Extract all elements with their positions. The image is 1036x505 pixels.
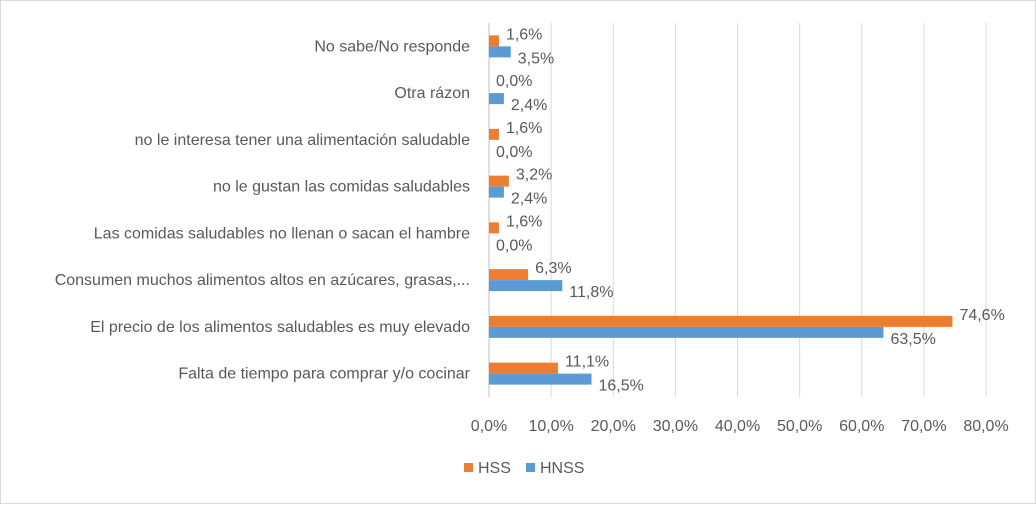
x-tick-label: 10,0% <box>528 418 573 435</box>
data-label-hnss: 0,0% <box>496 144 532 161</box>
data-label-hss: 74,6% <box>959 307 1004 324</box>
bar-hnss <box>489 326 884 338</box>
bar-hss <box>489 269 529 281</box>
data-label-hnss: 16,5% <box>599 378 644 395</box>
category-labels: No sabe/No responde Otra rázon no le inter… <box>55 38 471 382</box>
category-label: Las comidas saludables no llenan o sacan… <box>94 225 470 242</box>
data-label-hnss: 63,5% <box>890 331 935 348</box>
data-label-hss: 11,1% <box>565 354 609 371</box>
bar-hnss <box>489 280 563 292</box>
legend-swatch-hss <box>464 463 473 472</box>
data-label-hnss: 0,0% <box>496 237 532 254</box>
bars <box>489 35 953 385</box>
x-tick-label: 50,0% <box>777 418 822 435</box>
legend-label-hss: HSS <box>478 460 511 477</box>
data-label-hss: 1,6% <box>506 26 542 43</box>
bar-hss <box>489 128 499 140</box>
data-label-hss: 1,6% <box>506 120 542 137</box>
data-label-hnss: 11,8% <box>569 284 613 301</box>
data-label-hss: 6,3% <box>535 260 571 277</box>
x-tick-label: 70,0% <box>901 418 946 435</box>
category-label: No sabe/No responde <box>314 38 470 55</box>
bar-hss <box>489 362 558 374</box>
x-tick-label: 40,0% <box>715 418 760 435</box>
data-label-hnss: 2,4% <box>511 191 547 208</box>
category-label: El precio de los alimentos saludables es… <box>90 319 470 336</box>
bar-hnss <box>489 93 504 105</box>
legend: HSS HNSS <box>464 460 584 477</box>
data-label-hnss: 2,4% <box>511 97 547 114</box>
gridlines <box>488 23 987 397</box>
bar-hnss <box>489 186 504 198</box>
x-tick-label: 60,0% <box>839 418 884 435</box>
category-label: Falta de tiempo para comprar y/o cocinar <box>178 366 470 383</box>
bar-hss <box>489 35 499 47</box>
bar-hss <box>489 222 499 234</box>
bar-hss <box>489 175 509 187</box>
category-label: Consumen muchos alimentos altos en azúca… <box>55 272 470 289</box>
x-tick-label: 0,0% <box>471 418 507 435</box>
data-label-hss: 0,0% <box>496 73 532 90</box>
legend-label-hnss: HNSS <box>540 460 584 477</box>
x-tick-label: 30,0% <box>653 418 698 435</box>
data-label-hss: 1,6% <box>506 213 542 230</box>
x-tick-label: 20,0% <box>591 418 636 435</box>
bar-hnss <box>489 373 592 385</box>
bar-hss <box>489 315 953 327</box>
x-tick-label: 80,0% <box>963 418 1008 435</box>
legend-swatch-hnss <box>526 463 535 472</box>
bar-hnss <box>489 46 511 58</box>
category-label: Otra rázon <box>394 85 470 102</box>
data-label-hss: 3,2% <box>516 167 552 184</box>
x-axis-ticks: 0,0% 10,0% 20,0% 30,0% 40,0% 50,0% 60,0% 70,0% 8… <box>471 418 1009 435</box>
data-label-hnss: 3,5% <box>518 50 554 67</box>
category-label: no le interesa tener una alimentación sa… <box>135 132 470 149</box>
category-label: no le gustan las comidas saludables <box>213 179 470 196</box>
data-labels: 1,6% 3,5% 0,0% 2,4% 1,6% 0,0% 3,2% 2,4% 1,6% 0,0%… <box>496 26 1005 394</box>
